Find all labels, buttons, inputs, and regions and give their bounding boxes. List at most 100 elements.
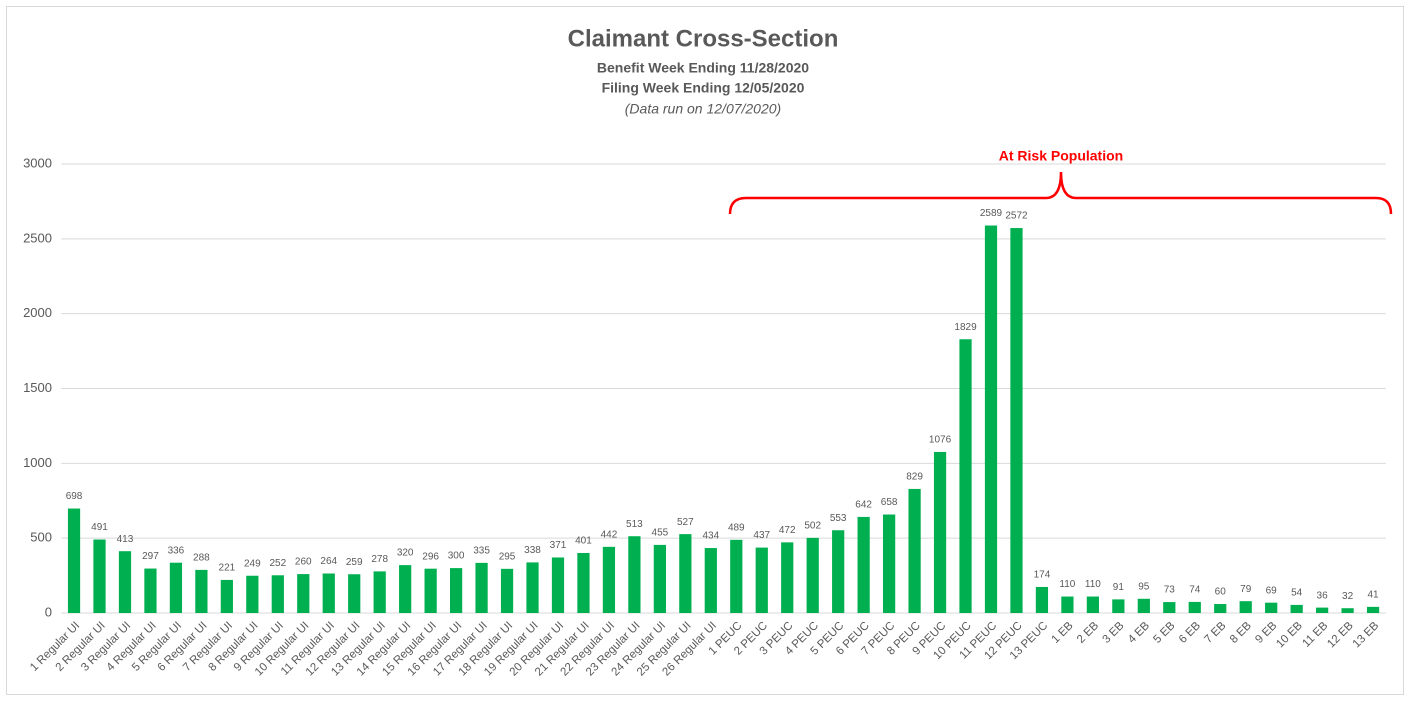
data-label: 264 [320,556,337,567]
data-label: 455 [652,528,669,539]
chart-subtitle: Filing Week Ending 12/05/2020 [602,80,805,96]
data-label: 73 [1164,585,1176,596]
data-label: 335 [473,546,490,557]
bar [933,451,947,613]
bar [1239,601,1252,613]
bar [424,568,437,613]
bar [399,565,412,613]
bar [348,574,361,613]
data-label: 297 [142,551,159,562]
bar [628,536,641,613]
bar [679,534,692,613]
data-label: 2589 [980,208,1003,219]
y-tick-label: 3000 [23,155,52,170]
data-label: 260 [295,557,312,568]
bar [1112,599,1125,613]
data-label: 829 [906,472,923,483]
chart-title: Claimant Cross-Section [568,25,839,52]
bar [832,530,845,613]
bar [195,569,208,613]
data-label: 527 [677,517,694,528]
bar [449,568,463,613]
data-label: 371 [550,540,567,551]
bar [1341,608,1354,613]
data-label: 502 [804,521,821,532]
data-label: 300 [448,551,465,562]
data-label: 336 [168,545,185,556]
bar [577,552,590,613]
y-tick-label: 2500 [23,230,52,245]
data-label: 259 [346,557,363,568]
data-label: 69 [1266,585,1278,596]
bar [1188,601,1201,613]
data-label: 36 [1317,590,1329,601]
bar [271,575,284,613]
bar [730,539,743,613]
data-label: 110 [1059,579,1075,590]
data-label: 338 [524,545,541,556]
y-tick-label: 500 [30,530,52,545]
data-label: 41 [1368,590,1380,601]
data-label: 95 [1138,581,1150,592]
data-label: 288 [193,553,210,564]
data-label: 491 [91,522,108,533]
data-label: 472 [779,525,796,536]
bar [551,557,565,613]
data-label: 74 [1189,585,1201,596]
bar [1163,602,1176,613]
bar [475,562,488,613]
bracket [728,171,1393,215]
bar [984,225,998,613]
bar [1010,228,1023,614]
annotation: At Risk Population [999,148,1123,164]
bar [1290,604,1303,613]
data-label: 79 [1240,584,1252,595]
y-tick-label: 1000 [23,455,52,470]
bar [602,546,616,613]
bar [908,488,921,613]
bar [959,339,972,613]
chart-subtitle: (Data run on 12/07/2020) [625,101,781,117]
bar [246,575,259,613]
bar [1086,596,1099,613]
bar [704,548,717,613]
data-label: 658 [881,497,898,508]
bar [1316,607,1329,613]
bar [1137,598,1150,613]
data-label: 401 [575,536,592,547]
bar [1061,596,1074,613]
data-label: 413 [117,534,134,545]
data-label: 513 [626,519,643,530]
bar [169,562,183,613]
data-label: 489 [728,522,745,533]
data-label: 296 [422,551,439,562]
data-label: 320 [397,548,414,559]
bar [118,551,132,613]
data-label: 278 [371,554,388,565]
y-tick-label: 0 [45,604,52,619]
data-label: 2572 [1005,211,1028,222]
data-label: 642 [855,500,872,511]
data-label: 1829 [954,322,977,333]
data-label: 91 [1113,582,1125,593]
bar [220,579,233,613]
data-label: 437 [753,530,770,541]
bar [806,537,819,613]
bar [781,542,794,613]
data-label: 698 [66,491,83,502]
bar [882,514,896,613]
bar [144,568,157,613]
bar [653,544,666,613]
bar [1035,586,1049,613]
bar [755,547,768,613]
data-label: 110 [1085,579,1101,590]
data-label: 54 [1291,588,1303,599]
bar [1265,602,1278,613]
data-label: 252 [269,558,286,569]
bar [857,516,870,613]
bar [373,571,386,613]
y-tick-label: 2000 [23,305,52,320]
bar [322,573,335,613]
bar [297,574,310,613]
